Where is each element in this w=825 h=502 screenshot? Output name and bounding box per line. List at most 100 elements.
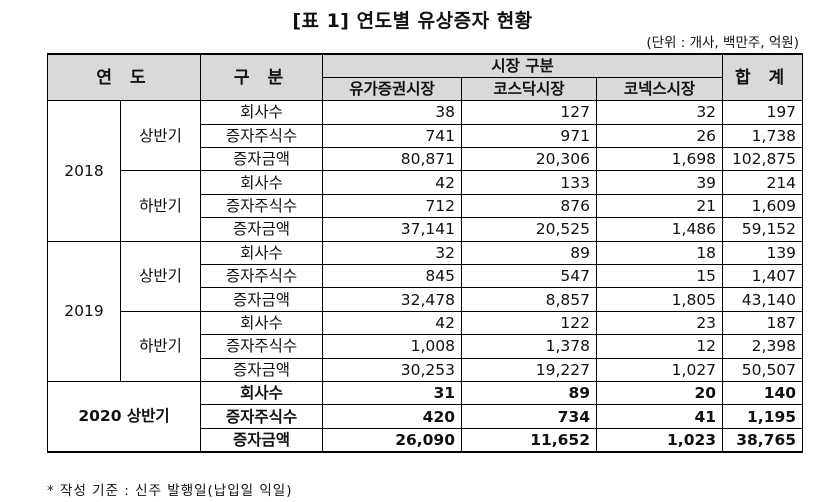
- value-cell: 23: [596, 310, 724, 336]
- value-cell: 89: [461, 380, 598, 406]
- category-cell: 증자주식수: [200, 404, 324, 429]
- total-cell: 140: [722, 380, 804, 406]
- table-row: 증자주식수 420 734 41 1,195: [48, 404, 804, 429]
- category-cell: 회사수: [200, 240, 324, 266]
- total-cell: 59,152: [722, 217, 804, 242]
- total-cell: 1,738: [722, 123, 804, 149]
- value-cell: 32: [322, 240, 463, 266]
- header-category: 구 분: [200, 53, 324, 102]
- value-cell: 38: [322, 100, 463, 125]
- value-cell: 876: [461, 193, 598, 219]
- value-cell: 89: [461, 240, 598, 266]
- table-row: 증자금액 32,478 8,857 1,805 43,140: [48, 287, 804, 312]
- value-cell: 734: [461, 404, 598, 429]
- value-cell: 1,378: [461, 334, 598, 359]
- table-row: 증자주식수 1,008 1,378 12 2,398: [48, 334, 804, 359]
- value-cell: 80,871: [322, 147, 463, 172]
- rights-offering-table: 연 도 구 분 시장 구분 합 계 유가증권시장 코스닥시장 코넥스시장 201…: [46, 52, 804, 453]
- half-cell: 하반기: [119, 310, 202, 382]
- header-year: 연 도: [46, 53, 202, 102]
- total-cell: 102,875: [722, 147, 804, 172]
- value-cell: 18: [596, 240, 724, 266]
- value-cell: 12: [596, 334, 724, 359]
- value-cell: 30,253: [322, 357, 463, 382]
- category-cell: 증자금액: [200, 147, 324, 172]
- total-cell: 1,407: [722, 264, 804, 289]
- header-total: 합 계: [722, 53, 804, 102]
- value-cell: 42: [322, 310, 463, 336]
- total-cell: 187: [722, 310, 804, 336]
- table-row: 증자금액 80,871 20,306 1,698 102,875: [48, 147, 804, 172]
- total-cell: 38,765: [722, 427, 804, 453]
- category-cell: 증자주식수: [200, 334, 324, 359]
- table-row: 하반기 회사수 42 133 39 214: [48, 170, 804, 242]
- half-cell: 상반기: [119, 240, 202, 312]
- table-row: 증자주식수 845 547 15 1,407: [48, 264, 804, 289]
- value-cell: 26,090: [322, 427, 463, 453]
- header-market-kospi: 유가증권시장: [322, 76, 463, 102]
- half-cell: 상반기: [119, 100, 202, 172]
- latest-period-cell: 2020 상반기: [46, 380, 202, 453]
- table-row: 증자금액 26,090 11,652 1,023 38,765: [47, 427, 804, 453]
- category-cell: 증자주식수: [200, 193, 324, 219]
- total-cell: 214: [722, 170, 804, 195]
- value-cell: 712: [322, 193, 463, 219]
- value-cell: 1,698: [596, 147, 724, 172]
- value-cell: 1,023: [596, 427, 724, 453]
- half-cell: 하반기: [119, 170, 202, 242]
- total-cell: 2,398: [722, 334, 804, 359]
- value-cell: 21: [596, 193, 724, 219]
- table-title: [표 1] 연도별 유상증자 현황: [292, 10, 533, 32]
- table-row: 2020 상반기 회사수 31 89 20 140: [46, 380, 804, 453]
- value-cell: 39: [596, 170, 724, 195]
- value-cell: 420: [322, 404, 463, 429]
- value-cell: 8,857: [461, 287, 598, 312]
- value-cell: 42: [322, 170, 463, 195]
- total-cell: 50,507: [722, 357, 804, 382]
- total-cell: 1,195: [722, 404, 804, 429]
- value-cell: 741: [322, 123, 463, 149]
- category-cell: 증자금액: [200, 217, 324, 242]
- value-cell: 15: [596, 264, 724, 289]
- table-row: 2019 상반기 회사수 32 89 18 139: [47, 240, 804, 382]
- header-market-kosdaq: 코스닥시장: [461, 76, 598, 102]
- table-row: 증자주식수 712 876 21 1,609: [48, 193, 804, 219]
- value-cell: 122: [461, 310, 598, 336]
- header-row-1: 연 도 구 분 시장 구분 합 계: [46, 52, 804, 102]
- table-row: 증자주식수 741 971 26 1,738: [48, 123, 804, 149]
- total-cell: 43,140: [722, 287, 804, 312]
- value-cell: 1,805: [596, 287, 724, 312]
- value-cell: 547: [461, 264, 598, 289]
- header-row-2: 유가증권시장 코스닥시장 코넥스시장: [48, 76, 803, 102]
- value-cell: 32: [596, 100, 724, 125]
- table-body: 2018 상반기 회사수 38 127 32 197 증자주식수 741 971…: [46, 100, 804, 453]
- category-cell: 회사수: [200, 170, 324, 195]
- unit-note: (단위 : 개사, 백만주, 억원): [646, 35, 799, 51]
- value-cell: 1,486: [596, 217, 724, 242]
- category-cell: 회사수: [200, 380, 324, 406]
- category-cell: 증자금액: [200, 287, 324, 312]
- value-cell: 971: [461, 123, 598, 149]
- category-cell: 회사수: [200, 310, 324, 336]
- value-cell: 133: [461, 170, 598, 195]
- header-market-konex: 코넥스시장: [596, 76, 724, 102]
- total-cell: 139: [722, 240, 804, 266]
- year-cell: 2018: [47, 100, 121, 242]
- category-cell: 증자금액: [200, 427, 324, 453]
- footnote: * 작성 기준 : 신주 발행일(납입일 익일): [47, 483, 293, 499]
- table-row: 2018 상반기 회사수 38 127 32 197: [47, 100, 804, 242]
- value-cell: 1,008: [322, 334, 463, 359]
- value-cell: 37,141: [322, 217, 463, 242]
- value-cell: 20,525: [461, 217, 598, 242]
- category-cell: 증자금액: [200, 357, 324, 382]
- header-market-group: 시장 구분: [322, 52, 724, 78]
- value-cell: 11,652: [461, 427, 598, 453]
- category-cell: 회사수: [200, 100, 324, 125]
- table-row: 증자금액 30,253 19,227 1,027 50,507: [48, 357, 804, 382]
- table-row: 하반기 회사수 42 122 23 187: [48, 310, 804, 382]
- value-cell: 19,227: [461, 357, 598, 382]
- value-cell: 845: [322, 264, 463, 289]
- value-cell: 41: [596, 404, 724, 429]
- value-cell: 31: [322, 380, 463, 406]
- category-cell: 증자주식수: [200, 123, 324, 149]
